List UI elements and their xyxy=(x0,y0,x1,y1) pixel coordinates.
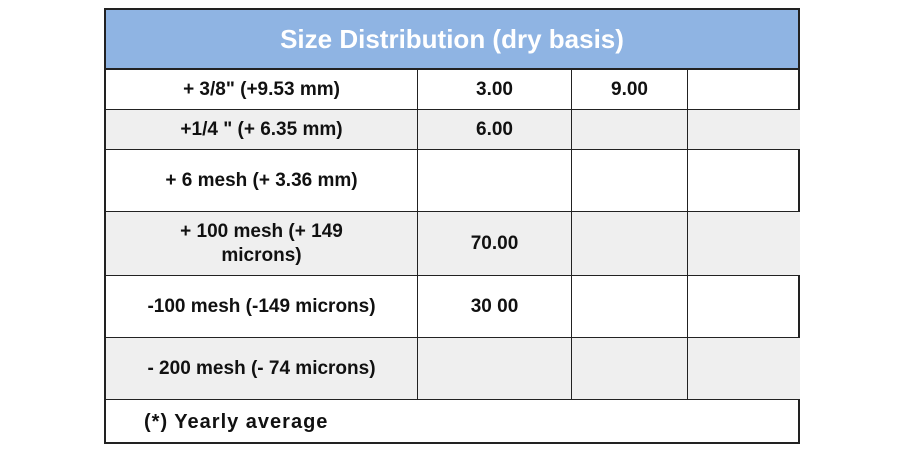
value-cell xyxy=(572,338,688,400)
row-label: + 3/8" (+9.53 mm) xyxy=(106,70,418,110)
value-cell: 9.00 xyxy=(572,70,688,110)
table-row: + 100 mesh (+ 149 microns) 70.00 xyxy=(106,212,800,276)
row-label: - 200 mesh (- 74 microns) xyxy=(106,338,418,400)
row-label: + 6 mesh (+ 3.36 mm) xyxy=(106,150,418,212)
table-row: -100 mesh (-149 microns) 30 00 xyxy=(106,276,800,338)
value-cell: 3.00 xyxy=(418,70,572,110)
table-row: - 200 mesh (- 74 microns) xyxy=(106,338,800,400)
table-row: + 3/8" (+9.53 mm) 3.00 9.00 xyxy=(106,70,800,110)
value-cell: 70.00 xyxy=(418,212,572,276)
value-cell xyxy=(688,110,800,150)
table-row: +1/4 " (+ 6.35 mm) 6.00 xyxy=(106,110,800,150)
value-cell xyxy=(688,150,800,212)
value-cell xyxy=(572,276,688,338)
value-cell xyxy=(688,276,800,338)
row-label: + 100 mesh (+ 149 microns) xyxy=(106,212,418,276)
value-cell: 6.00 xyxy=(418,110,572,150)
row-label: +1/4 " (+ 6.35 mm) xyxy=(106,110,418,150)
value-cell xyxy=(688,70,800,110)
table-title: Size Distribution (dry basis) xyxy=(106,10,798,70)
row-label: -100 mesh (-149 microns) xyxy=(106,276,418,338)
value-cell xyxy=(572,212,688,276)
value-cell xyxy=(688,338,800,400)
table-row: + 6 mesh (+ 3.36 mm) xyxy=(106,150,800,212)
size-distribution-table: Size Distribution (dry basis) + 3/8" (+9… xyxy=(104,8,800,444)
value-cell xyxy=(688,212,800,276)
value-cell: 30 00 xyxy=(418,276,572,338)
footnote: (*) Yearly average xyxy=(144,410,329,433)
value-cell xyxy=(572,110,688,150)
value-cell xyxy=(418,150,572,212)
value-cell xyxy=(418,338,572,400)
value-cell xyxy=(572,150,688,212)
